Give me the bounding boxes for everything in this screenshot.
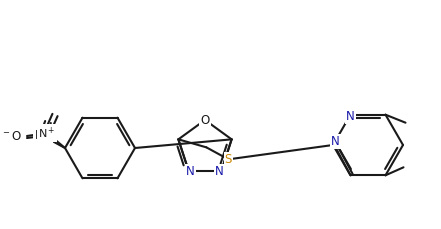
Text: N$^+$: N$^+$ [34,128,52,144]
Text: S: S [224,153,232,166]
Text: N: N [346,110,355,123]
Text: N: N [331,135,340,148]
Text: N: N [215,165,224,178]
Text: -O: -O [5,131,19,144]
Text: O: O [200,114,209,126]
Text: N: N [186,165,195,178]
Text: $^-$O: $^-$O [1,130,22,142]
Text: N$^+$: N$^+$ [38,125,56,141]
